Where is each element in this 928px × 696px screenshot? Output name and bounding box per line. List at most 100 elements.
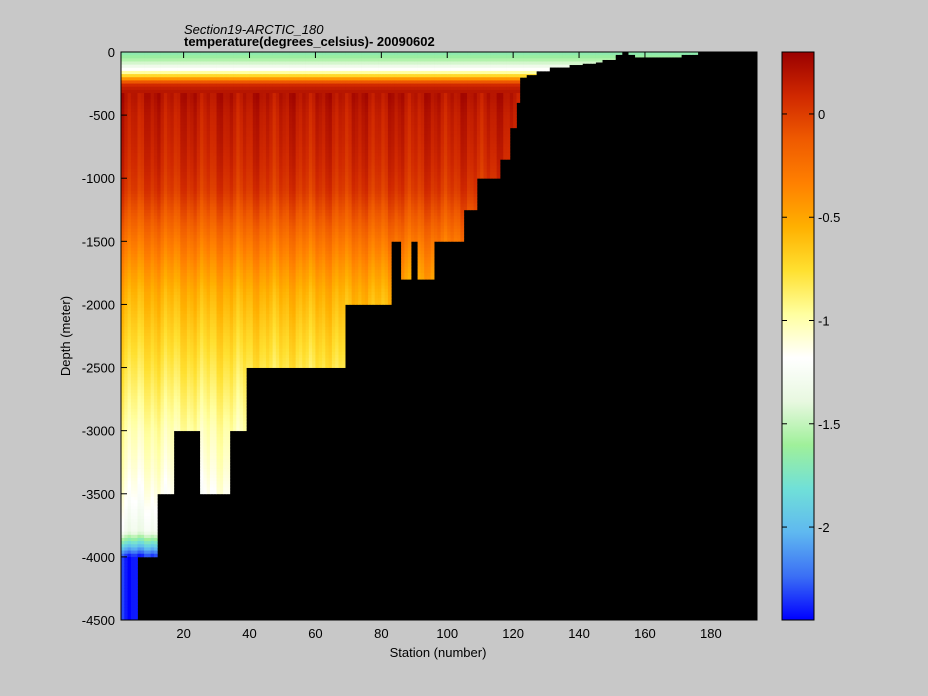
heatmap-cell	[233, 121, 237, 125]
heatmap-cell	[163, 370, 168, 375]
heatmap-cell	[219, 440, 224, 444]
heatmap-cell	[124, 67, 128, 72]
heatmap-cell	[180, 124, 185, 129]
heatmap-cell	[233, 317, 237, 321]
heatmap-cell	[124, 298, 128, 302]
heatmap-cell	[229, 200, 234, 204]
heatmap-cell	[229, 383, 234, 387]
heatmap-cell	[144, 310, 148, 315]
heatmap-cell	[170, 194, 175, 198]
heatmap-cell	[153, 146, 158, 151]
heatmap-cell	[219, 298, 224, 302]
heatmap-cell	[137, 455, 142, 460]
heatmap-cell	[150, 276, 155, 280]
heatmap-cell	[233, 102, 237, 107]
heatmap-cell	[226, 326, 231, 331]
heatmap-cell	[127, 55, 132, 59]
heatmap-cell	[157, 462, 161, 466]
heatmap-cell	[177, 127, 181, 132]
heatmap-cell	[163, 282, 168, 286]
heatmap-cell	[144, 124, 148, 129]
heatmap-cell	[177, 86, 181, 91]
heatmap-cell	[190, 323, 194, 327]
heatmap-cell	[150, 323, 155, 327]
heatmap-cell	[153, 421, 158, 425]
heatmap-cell	[144, 298, 148, 302]
heatmap-cell	[233, 272, 237, 277]
heatmap-cell	[213, 146, 217, 151]
heatmap-cell	[229, 250, 234, 255]
heatmap-cell	[203, 298, 208, 302]
heatmap-cell	[173, 307, 178, 312]
heatmap-cell	[130, 99, 135, 103]
heatmap-cell	[130, 591, 135, 596]
heatmap-cell	[229, 61, 234, 66]
heatmap-cell	[153, 282, 158, 286]
heatmap-cell	[203, 452, 208, 457]
heatmap-cell	[200, 446, 204, 450]
heatmap-cell	[200, 222, 204, 226]
heatmap-cell	[134, 301, 138, 305]
heatmap-cell	[124, 74, 128, 78]
heatmap-cell	[140, 430, 145, 435]
heatmap-cell	[233, 304, 237, 308]
heatmap-cell	[157, 272, 161, 277]
heatmap-cell	[153, 190, 158, 195]
heatmap-cell	[203, 433, 208, 438]
heatmap-cell	[167, 124, 171, 129]
heatmap-cell	[127, 531, 132, 536]
heatmap-cell	[219, 118, 224, 122]
heatmap-cell	[203, 77, 208, 81]
heatmap-cell	[177, 137, 181, 141]
heatmap-cell	[144, 418, 148, 422]
heatmap-cell	[147, 124, 152, 129]
heatmap-cell	[167, 301, 171, 305]
heatmap-cell	[127, 607, 132, 611]
heatmap-cell	[209, 178, 214, 182]
heatmap-cell	[219, 235, 224, 239]
heatmap-cell	[124, 351, 128, 356]
heatmap-cell	[147, 93, 152, 97]
heatmap-cell	[140, 408, 145, 413]
heatmap-cell	[167, 96, 171, 100]
heatmap-cell	[124, 77, 128, 81]
heatmap-cell	[233, 279, 237, 283]
heatmap-cell	[213, 377, 217, 381]
heatmap-cell	[206, 395, 211, 400]
heatmap-cell	[190, 108, 194, 113]
heatmap-cell	[170, 175, 175, 179]
heatmap-cell	[206, 326, 211, 331]
heatmap-cell	[153, 402, 158, 406]
heatmap-cell	[167, 408, 171, 413]
heatmap-cell	[200, 459, 204, 463]
heatmap-cell	[183, 99, 188, 103]
heatmap-cell	[160, 272, 165, 277]
heatmap-cell	[177, 408, 181, 413]
heatmap-cell	[130, 377, 135, 381]
heatmap-cell	[160, 80, 165, 84]
heatmap-cell	[150, 181, 155, 185]
heatmap-cell	[216, 203, 221, 208]
heatmap-cell	[200, 266, 204, 271]
heatmap-cell	[226, 181, 231, 185]
heatmap-cell	[200, 367, 204, 372]
heatmap-cell	[167, 323, 171, 327]
heatmap-cell	[127, 332, 132, 337]
heatmap-cell	[193, 260, 198, 264]
heatmap-cell	[130, 263, 135, 267]
heatmap-cell	[223, 253, 227, 258]
heatmap-cell	[160, 146, 165, 151]
heatmap-cell	[124, 332, 128, 337]
heatmap-cell	[137, 130, 142, 135]
heatmap-cell	[144, 260, 148, 264]
heatmap-cell	[167, 253, 171, 258]
heatmap-cell	[160, 443, 165, 447]
heatmap-cell	[213, 386, 217, 391]
heatmap-cell	[157, 168, 161, 173]
heatmap-cell	[183, 102, 188, 107]
heatmap-cell	[167, 348, 171, 353]
heatmap-cell	[134, 266, 138, 271]
heatmap-cell	[124, 402, 128, 406]
heatmap-cell	[180, 427, 185, 432]
heatmap-cell	[196, 361, 201, 365]
